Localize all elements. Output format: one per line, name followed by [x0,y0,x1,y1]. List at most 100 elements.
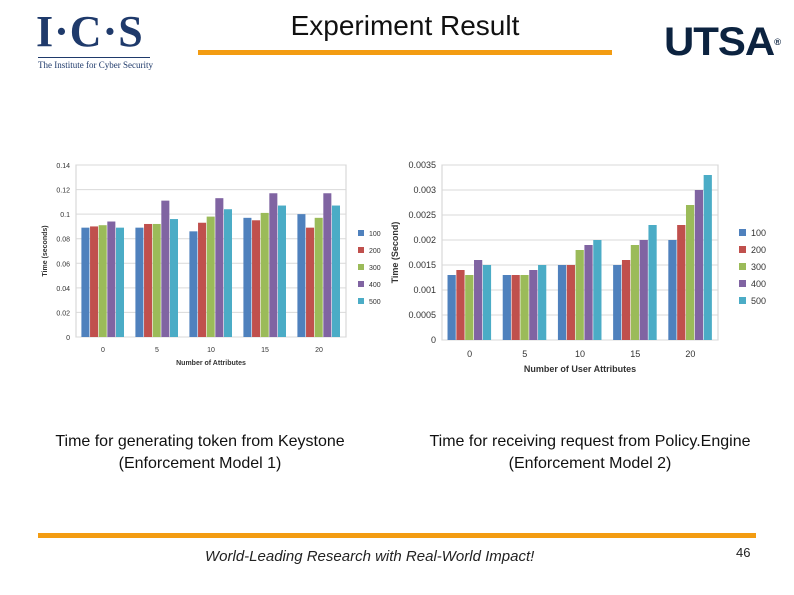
bar-500-5 [169,219,178,337]
bar-200-10 [566,265,575,340]
y-tick-label: 0.06 [56,261,70,268]
bar-300-10 [206,216,215,337]
x-tick-label: 15 [630,349,640,359]
bar-100-15 [613,265,622,340]
bar-100-5 [135,227,144,337]
legend-swatch-200 [739,246,746,253]
y-tick-label: 0.04 [56,286,70,293]
legend-label-500: 500 [751,296,766,306]
x-tick-label: 15 [261,347,269,354]
bar-200-5 [144,223,153,337]
bar-200-20 [306,227,315,337]
bar-100-5 [502,275,511,340]
bar-300-20 [314,217,323,337]
legend-swatch-300 [358,264,364,270]
bar-100-10 [189,231,198,337]
utsa-logo: UTSA® [664,22,781,62]
caption-right: Time for receiving request from Policy.E… [429,433,751,472]
bar-500-20 [331,205,340,337]
bar-100-20 [297,214,306,337]
legend-swatch-500 [358,298,364,304]
ics-logo-subtitle: The Institute for Cyber Security [38,60,153,70]
bar-400-10 [215,198,224,337]
ics-logo-letters: I·C·S [36,7,144,56]
legend-swatch-500 [739,297,746,304]
bar-400-5 [529,270,538,340]
legend-swatch-400 [358,281,364,287]
bar-300-5 [152,223,161,337]
bar-500-0 [482,265,492,340]
legend-label-400: 400 [751,279,766,289]
bar-200-0 [90,226,99,337]
legend-swatch-100 [358,230,364,236]
bar-200-10 [198,222,207,337]
bar-300-0 [98,225,107,337]
x-tick-label: 20 [685,349,695,359]
bar-300-15 [630,245,640,340]
slide-title: Experiment Result [290,10,520,41]
bar-300-20 [685,205,695,340]
bar-500-10 [593,240,602,340]
x-tick-label: 0 [467,349,472,359]
y-tick-label: 0.02 [56,310,70,317]
caption-left: Time for generating token from Keystone … [55,433,345,472]
y-tick-label: 0.001 [413,285,436,295]
bar-100-10 [557,265,567,340]
legend-label-200: 200 [369,248,381,255]
x-tick-label: 10 [575,349,585,359]
bar-200-5 [511,275,520,340]
bar-400-20 [323,193,332,337]
legend-swatch-300 [739,263,746,270]
y-tick-label: 0.0005 [408,310,436,320]
y-axis-label: Time (seconds) [42,225,49,276]
bar-400-20 [694,190,704,340]
legend-swatch-200 [358,247,364,253]
y-tick-label: 0.08 [56,237,70,244]
bar-100-15 [243,217,252,337]
bar-400-10 [584,245,593,340]
bar-100-0 [447,275,456,340]
legend-label-100: 100 [751,228,766,238]
y-tick-label: 0.0035 [408,160,436,170]
legend-label-200: 200 [751,245,766,255]
x-tick-label: 5 [155,347,159,354]
bar-500-10 [223,209,232,337]
y-tick-label: 0.0025 [408,210,436,220]
bar-200-15 [252,220,261,337]
legend-label-100: 100 [369,231,381,238]
bar-400-15 [269,193,278,337]
page-number: 46 [736,545,751,560]
bar-500-5 [538,265,547,340]
bar-300-0 [465,275,474,340]
bar-400-0 [107,221,116,337]
legend-label-400: 400 [369,282,381,289]
bar-200-15 [621,260,631,340]
ics-logo: I·C·S The Institute for Cyber Security [36,8,156,74]
x-tick-label: 20 [315,347,323,354]
bar-400-5 [161,200,170,337]
bar-400-0 [474,260,483,340]
bar-500-15 [648,225,657,340]
y-tick-label: 0.1 [60,212,70,219]
bar-500-15 [277,205,286,337]
y-tick-label: 0.14 [56,163,70,170]
legend-swatch-100 [739,229,746,236]
utsa-logo-text: UTSA [664,20,775,64]
x-axis-label: Number of User Attributes [524,364,636,374]
y-tick-label: 0 [431,335,436,345]
y-tick-label: 0.12 [56,188,70,195]
y-tick-label: 0 [66,335,70,342]
registered-mark: ® [774,37,782,47]
bar-300-15 [260,212,269,337]
ics-logo-rule [38,57,150,58]
bar-300-10 [575,250,584,340]
legend-swatch-400 [739,280,746,287]
title-underline-bar [198,50,612,55]
x-tick-label: 5 [522,349,527,359]
x-axis-label: Number of Attributes [176,360,246,367]
bar-100-20 [668,240,677,340]
bar-500-20 [703,175,712,340]
y-tick-label: 0.003 [413,185,436,195]
legend-label-500: 500 [369,299,381,306]
footer-tagline: World-Leading Research with Real-World I… [205,548,535,565]
